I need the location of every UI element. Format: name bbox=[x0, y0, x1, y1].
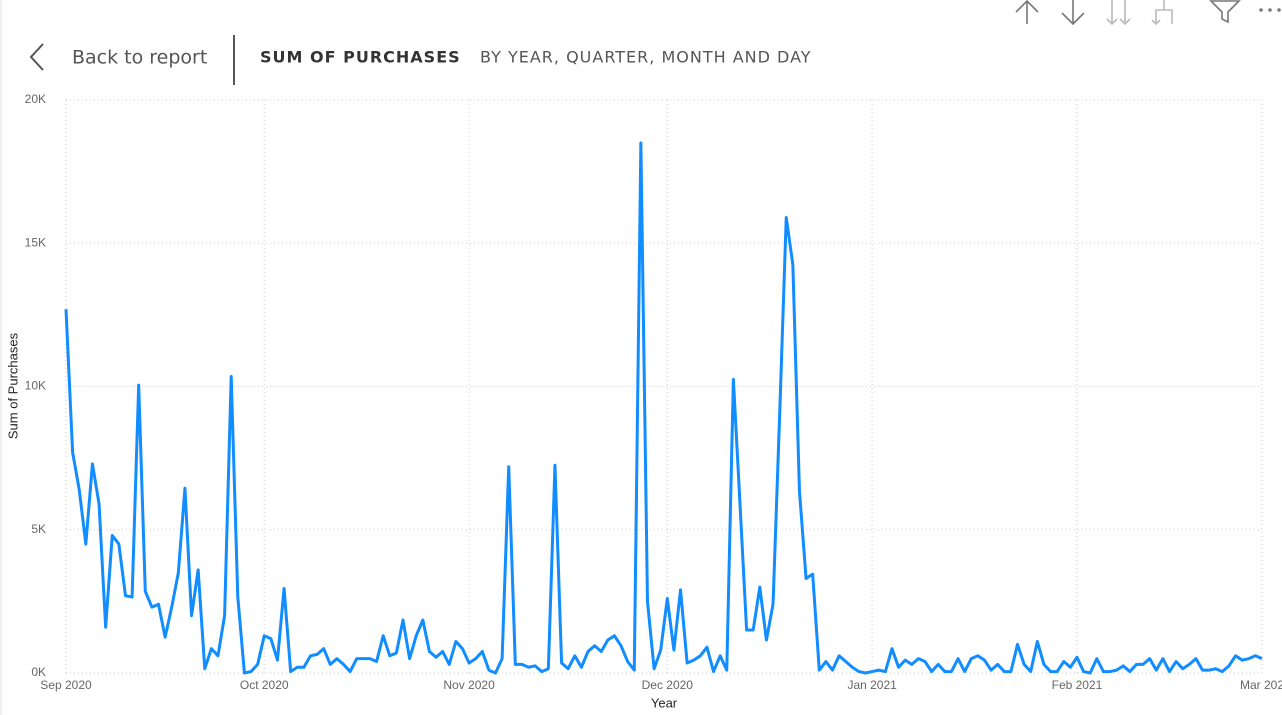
x-tick-label: Dec 2020 bbox=[642, 678, 694, 692]
x-tick-label: Sep 2020 bbox=[40, 678, 92, 692]
back-button[interactable]: Back to report bbox=[29, 43, 207, 71]
expand-all-icon[interactable] bbox=[1106, 0, 1131, 26]
y-tick-label: 5K bbox=[31, 522, 46, 536]
back-label[interactable]: Back to report bbox=[72, 47, 207, 69]
x-tick-label: Mar 202 bbox=[1240, 678, 1282, 692]
expand-next-level-icon[interactable] bbox=[1151, 0, 1173, 26]
line bbox=[64, 141, 1263, 675]
x-tick-label: Feb 2021 bbox=[1052, 678, 1103, 692]
x-axis-title: Year bbox=[651, 695, 678, 710]
x-tick-label: Jan 2021 bbox=[847, 678, 897, 692]
x-tick-label: Nov 2020 bbox=[443, 678, 495, 692]
more-options-icon[interactable] bbox=[1259, 8, 1281, 12]
y-tick-label: 0K bbox=[31, 665, 46, 679]
x-tick-label: Oct 2020 bbox=[240, 678, 289, 692]
y-tick-label: 20K bbox=[25, 92, 46, 106]
filter-icon[interactable] bbox=[1209, 0, 1241, 24]
y-tick-label: 15K bbox=[25, 235, 46, 249]
drill-down-icon[interactable] bbox=[1061, 0, 1085, 26]
drill-level: BY YEAR, QUARTER, MONTH AND DAY bbox=[480, 48, 812, 67]
visual-title: SUM OF PURCHASES bbox=[260, 48, 461, 67]
y-tick-label: 10K bbox=[25, 379, 46, 393]
y-axis-title: Sum of Purchases bbox=[5, 332, 20, 439]
drill-up-icon[interactable] bbox=[1015, 0, 1039, 24]
back-arrow[interactable] bbox=[29, 43, 44, 71]
toolbar bbox=[1015, 0, 1281, 26]
